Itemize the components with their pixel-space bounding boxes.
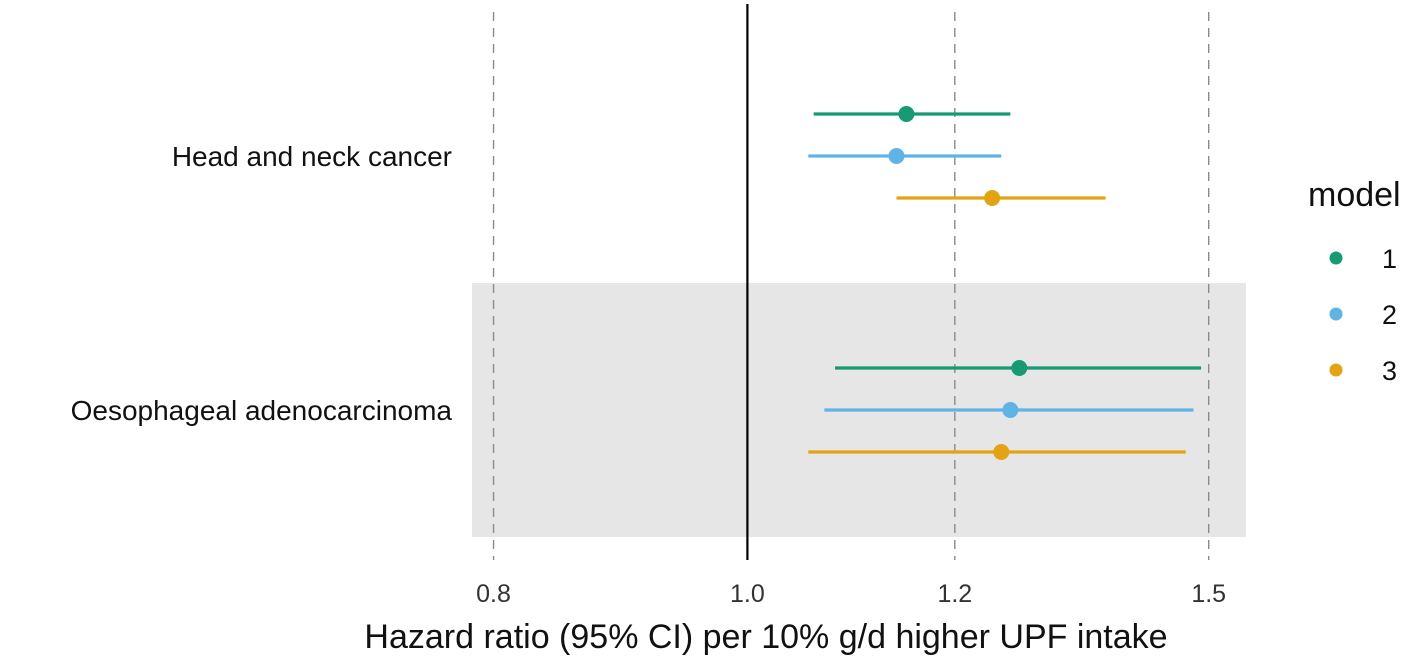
gridline-layer [492,12,1210,560]
legend-label: 3 [1382,356,1397,386]
category-labels: Head and neck cancer Oesophageal adenocar… [71,141,453,426]
hr-point-model-1 [1011,360,1028,376]
x-tick-label: 1.5 [1191,580,1226,608]
legend-key-model-1 [1329,251,1343,265]
x-axis-title: Hazard ratio (95% CI) per 10% g/d higher… [364,618,1167,656]
category-label: Head and neck cancer [172,141,452,172]
legend-title: model [1308,176,1401,214]
x-tick-labels: 0.8 1.0 1.2 1.5 [476,580,1226,608]
hr-point-model-3 [984,190,1001,206]
legend: model 1 2 3 [1308,176,1401,386]
hr-point-model-2 [1002,402,1019,418]
x-tick-label: 0.8 [476,580,511,608]
hr-point-model-3 [993,444,1010,460]
legend-key-model-2 [1329,307,1343,321]
legend-label: 2 [1382,300,1397,330]
legend-key-model-3 [1329,363,1343,377]
legend-entries: 1 2 3 [1329,244,1397,386]
x-tick-label: 1.0 [730,580,765,608]
hr-point-model-2 [888,148,905,164]
hr-point-model-1 [898,106,915,122]
category-label: Oesophageal adenocarcinoma [71,395,453,426]
legend-label: 1 [1382,244,1397,274]
data-marks-layer [808,106,1202,460]
x-tick-label: 1.2 [937,580,972,608]
